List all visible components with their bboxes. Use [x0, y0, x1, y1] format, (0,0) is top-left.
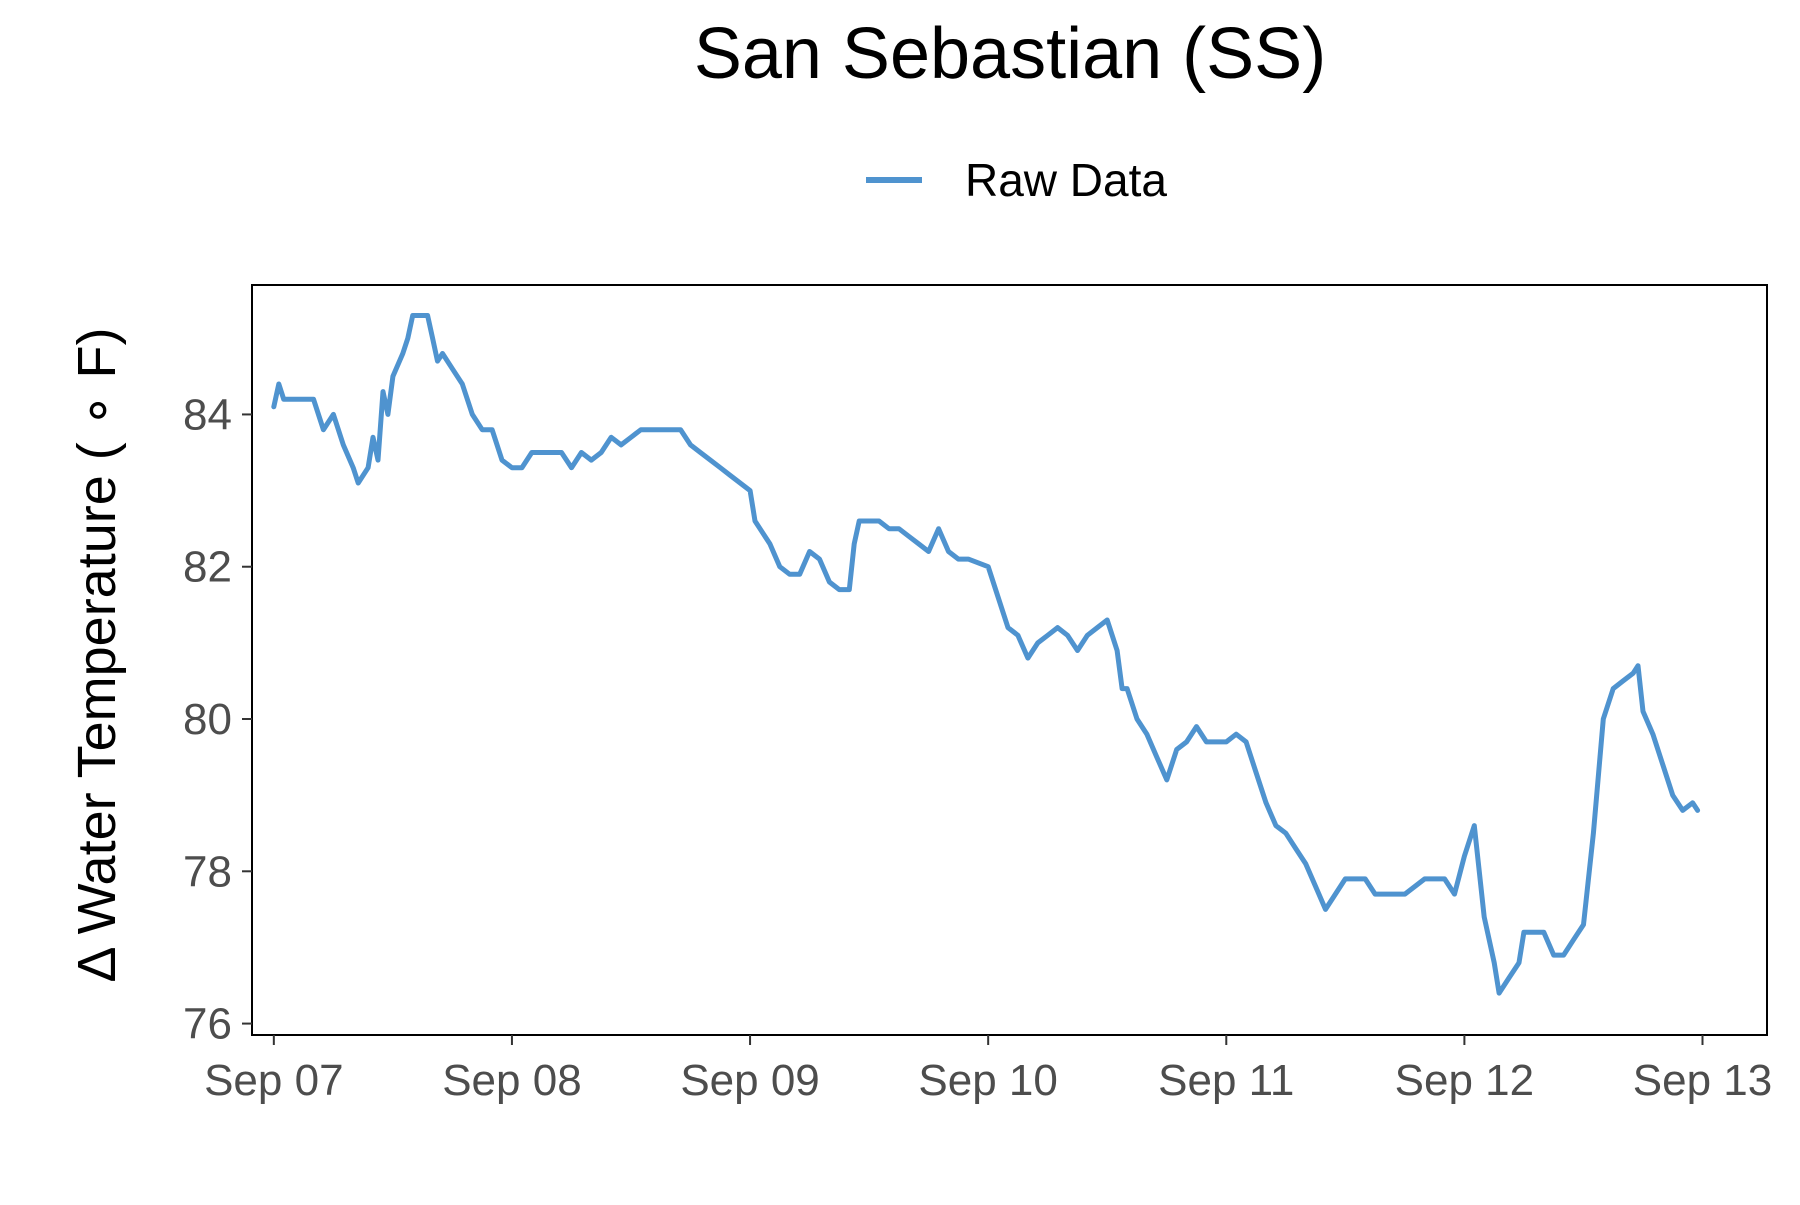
y-axis-label: Δ Water Temperature ( ∘ F)	[67, 327, 127, 982]
y-tick-label: 76	[183, 1000, 232, 1049]
x-axis: Sep 07 Sep 08 Sep 09 Sep 10 Sep 11 Sep 12 Sep …	[204, 1035, 1772, 1105]
legend-label-raw-data: Raw Data	[965, 154, 1167, 206]
x-tick-label: Sep 13	[1633, 1056, 1772, 1105]
y-tick-label: 82	[183, 543, 232, 592]
chart-title: San Sebastian (SS)	[694, 14, 1326, 94]
series-layer	[271, 313, 1701, 996]
x-tick-label: Sep 12	[1395, 1056, 1534, 1105]
y-axis: 76 78 80 82 84	[183, 390, 252, 1049]
x-tick-label: Sep 07	[204, 1056, 343, 1105]
y-tick-label: 78	[183, 847, 232, 896]
x-tick-label: Sep 08	[442, 1056, 581, 1105]
y-tick-label: 80	[183, 695, 232, 744]
plot-panel	[251, 284, 1768, 1036]
x-tick-label: Sep 10	[918, 1056, 1057, 1105]
y-tick-label: 84	[183, 390, 232, 439]
legend: Raw Data	[866, 154, 1167, 206]
x-tick-label: Sep 09	[680, 1056, 819, 1105]
series-line-raw-data	[271, 313, 1701, 996]
x-tick-label: Sep 11	[1158, 1056, 1294, 1105]
